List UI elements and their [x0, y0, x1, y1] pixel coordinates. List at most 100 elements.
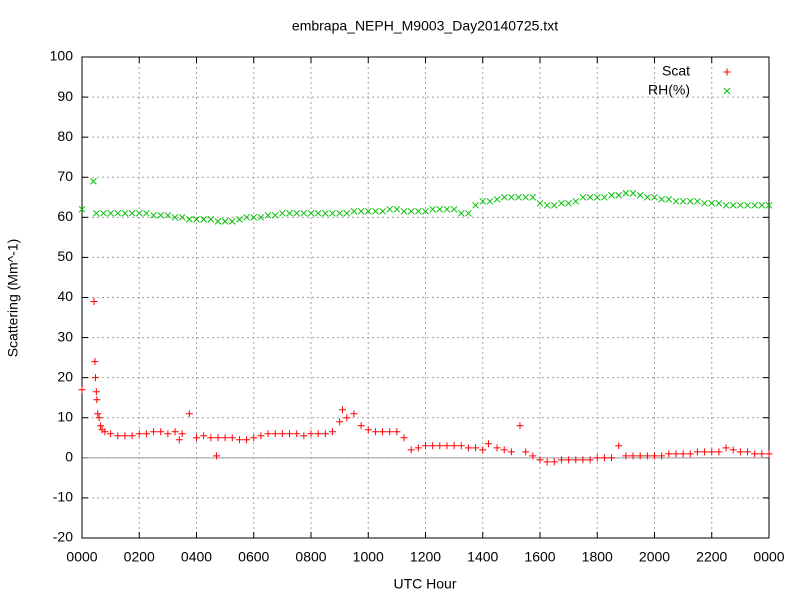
data-point	[508, 193, 515, 201]
data-point	[221, 434, 229, 442]
data-point	[507, 448, 515, 456]
data-point	[171, 213, 179, 221]
y-tick-label: 90	[57, 88, 73, 104]
legend-label: Scat	[662, 63, 690, 79]
x-tick-label: 0200	[124, 549, 155, 565]
data-point	[135, 209, 143, 217]
data-point	[143, 209, 150, 217]
data-point	[91, 374, 99, 382]
data-point	[293, 430, 301, 438]
x-tick-label: 1200	[410, 549, 441, 565]
data-point	[457, 442, 465, 450]
data-point	[278, 430, 286, 438]
data-point	[386, 428, 394, 436]
data-point	[615, 191, 623, 199]
x-tick-label: 0600	[238, 549, 269, 565]
data-point	[729, 201, 737, 209]
data-point	[472, 201, 479, 209]
x-axis-label: UTC Hour	[393, 576, 456, 592]
data-point	[579, 193, 587, 201]
y-tick-label: 70	[57, 168, 73, 184]
data-point	[651, 452, 658, 460]
data-point	[114, 209, 122, 217]
data-point	[300, 209, 308, 217]
data-point	[665, 195, 673, 203]
data-point	[715, 448, 723, 456]
data-point	[90, 298, 98, 306]
x-tick-label: 1600	[524, 549, 555, 565]
data-point	[236, 215, 243, 223]
data-point	[679, 450, 687, 458]
data-point	[250, 434, 258, 442]
legend-label: RH(%)	[648, 82, 690, 98]
data-point	[558, 199, 565, 207]
data-point	[300, 432, 308, 440]
y-tick-label: 100	[50, 48, 74, 64]
y-tick-label: 40	[57, 288, 73, 304]
data-point	[128, 209, 136, 217]
data-point	[708, 199, 716, 207]
data-point	[400, 434, 408, 442]
x-tick-label: 0400	[181, 549, 212, 565]
data-point	[565, 456, 573, 464]
data-point	[114, 432, 122, 440]
data-point	[516, 422, 524, 430]
y-tick-label: 20	[57, 368, 73, 384]
data-point	[235, 436, 243, 444]
data-point	[200, 432, 208, 440]
data-point	[486, 197, 494, 205]
data-point	[443, 442, 451, 450]
data-point	[636, 452, 644, 460]
y-axis-label: Scattering (Mm^-1)	[5, 239, 21, 358]
data-point	[178, 430, 186, 438]
data-point	[414, 444, 422, 452]
data-point	[744, 201, 751, 209]
data-point	[658, 452, 666, 460]
data-point	[579, 456, 587, 464]
data-point	[407, 207, 415, 215]
data-point	[586, 193, 594, 201]
data-point	[672, 197, 680, 205]
data-point	[314, 430, 322, 438]
data-point	[515, 193, 522, 201]
data-point	[407, 446, 415, 454]
data-point	[622, 189, 630, 197]
data-point	[150, 428, 158, 436]
data-point	[171, 428, 179, 436]
data-point	[393, 428, 401, 436]
legend-marker	[723, 87, 731, 95]
chart-title: embrapa_NEPH_M9003_Day20140725.txt	[292, 18, 558, 34]
data-point	[175, 436, 183, 444]
data-point	[307, 209, 315, 217]
data-point	[135, 430, 143, 438]
data-point	[328, 428, 336, 436]
data-point	[94, 410, 102, 418]
data-point	[601, 193, 608, 201]
data-point	[286, 209, 293, 217]
data-point	[97, 422, 105, 430]
data-point	[586, 456, 594, 464]
data-point	[593, 454, 601, 462]
y-tick-label: 50	[57, 248, 73, 264]
data-point	[608, 191, 615, 199]
data-point	[150, 211, 157, 219]
data-point	[264, 430, 272, 438]
data-point	[157, 428, 165, 436]
data-point	[336, 209, 343, 217]
data-point	[250, 213, 258, 221]
data-point	[629, 189, 637, 197]
data-point	[686, 197, 694, 205]
data-point	[286, 430, 294, 438]
data-point	[701, 199, 708, 207]
data-point	[758, 201, 766, 209]
data-point	[221, 217, 229, 225]
data-point	[500, 446, 508, 454]
data-point	[522, 448, 530, 456]
data-point	[228, 434, 236, 442]
data-point	[708, 448, 716, 456]
data-point	[164, 211, 172, 219]
data-point	[372, 207, 379, 215]
data-point	[200, 215, 208, 223]
data-point	[744, 448, 752, 456]
